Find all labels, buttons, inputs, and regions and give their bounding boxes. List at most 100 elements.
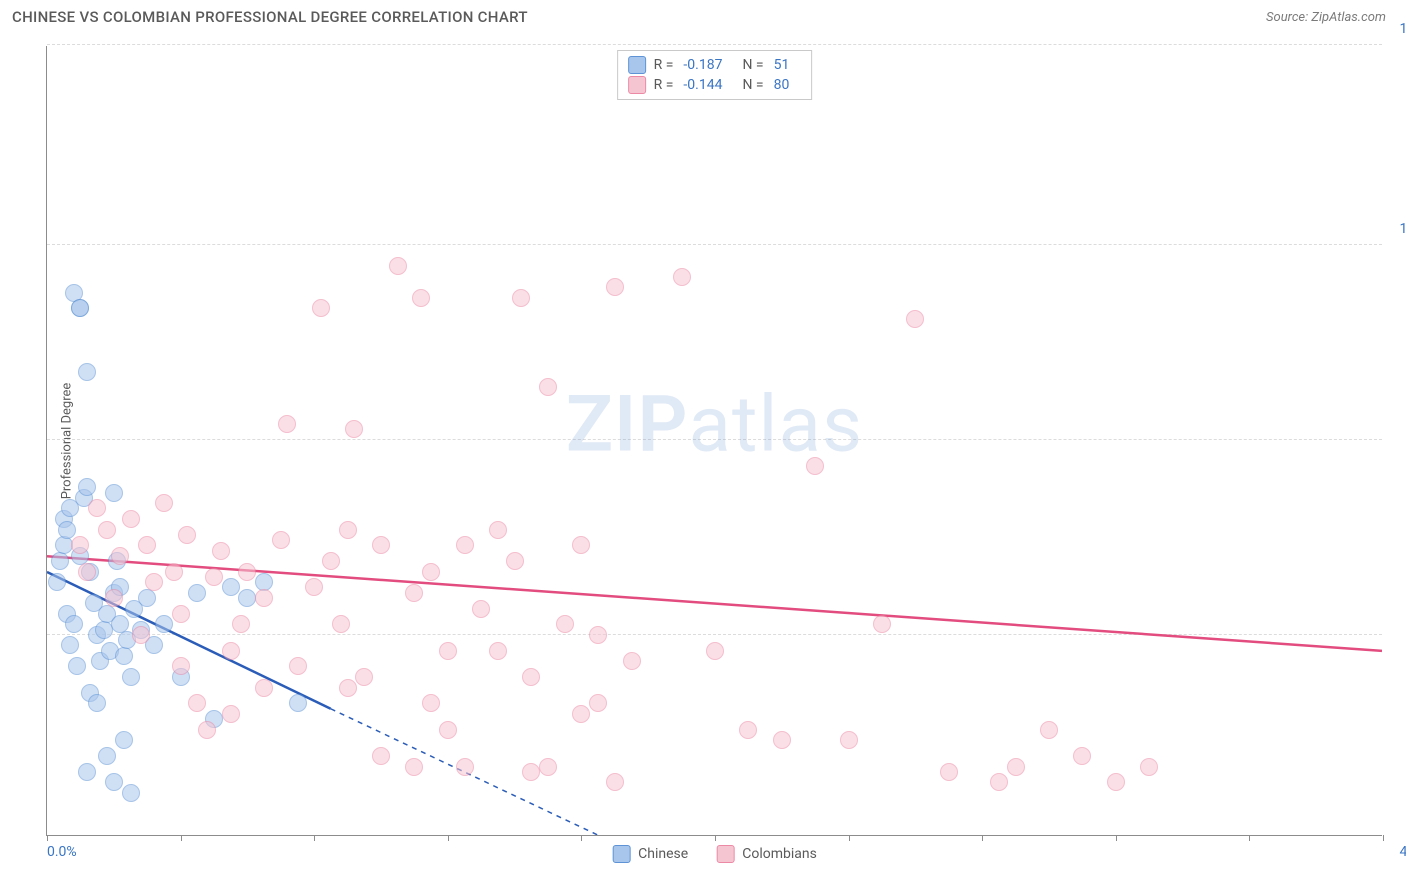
data-point xyxy=(122,668,140,686)
data-point xyxy=(222,578,240,596)
data-point xyxy=(512,289,530,307)
legend-label-colombians: Colombians xyxy=(742,846,817,862)
data-point xyxy=(422,563,440,581)
legend-row-colombians: R = -0.144 N = 80 xyxy=(628,75,802,95)
data-point xyxy=(165,563,183,581)
legend-n-label: N = xyxy=(742,57,763,73)
data-point xyxy=(71,536,89,554)
data-point xyxy=(1107,773,1125,791)
legend-item-chinese: Chinese xyxy=(612,845,688,863)
data-point xyxy=(422,694,440,712)
data-point xyxy=(172,657,190,675)
y-tick-label: 15.0% xyxy=(1399,21,1406,37)
legend-n-label: N = xyxy=(742,77,763,93)
data-point xyxy=(439,721,457,739)
data-point xyxy=(88,499,106,517)
data-point xyxy=(61,636,79,654)
data-point xyxy=(78,478,96,496)
data-point xyxy=(238,563,256,581)
data-point xyxy=(105,484,123,502)
data-point xyxy=(1007,758,1025,776)
data-point xyxy=(132,626,150,644)
series-legend: Chinese Colombians xyxy=(612,845,817,863)
data-point xyxy=(51,552,69,570)
x-tick xyxy=(1383,835,1384,841)
data-point xyxy=(806,457,824,475)
x-tick xyxy=(849,835,850,841)
data-point xyxy=(389,257,407,275)
legend-r-label: R = xyxy=(654,77,674,93)
x-axis-min-label: 0.0% xyxy=(47,844,77,860)
legend-r-label: R = xyxy=(654,57,674,73)
data-point xyxy=(98,521,116,539)
data-point xyxy=(572,705,590,723)
data-point xyxy=(278,415,296,433)
legend-r-value-colombians: -0.144 xyxy=(683,77,722,93)
data-point xyxy=(111,547,129,565)
data-point xyxy=(78,563,96,581)
data-point xyxy=(940,763,958,781)
data-point xyxy=(990,773,1008,791)
data-point xyxy=(178,526,196,544)
x-axis-max-label: 40.0% xyxy=(1399,844,1406,860)
data-point xyxy=(58,521,76,539)
x-tick xyxy=(47,835,48,841)
data-point xyxy=(489,521,507,539)
data-point xyxy=(98,747,116,765)
data-point xyxy=(155,494,173,512)
data-point xyxy=(138,589,156,607)
data-point xyxy=(539,758,557,776)
data-point xyxy=(232,615,250,633)
data-point xyxy=(539,378,557,396)
swatch-chinese xyxy=(612,845,630,863)
data-point xyxy=(105,773,123,791)
data-point xyxy=(78,763,96,781)
data-point xyxy=(238,589,256,607)
data-point xyxy=(138,536,156,554)
x-tick xyxy=(448,835,449,841)
data-point xyxy=(212,542,230,560)
data-point xyxy=(198,721,216,739)
x-tick xyxy=(1116,835,1117,841)
data-point xyxy=(623,652,641,670)
data-point xyxy=(312,299,330,317)
chart-title: CHINESE VS COLOMBIAN PROFESSIONAL DEGREE… xyxy=(12,8,528,26)
legend-row-chinese: R = -0.187 N = 51 xyxy=(628,55,802,75)
swatch-colombians xyxy=(716,845,734,863)
data-point xyxy=(673,268,691,286)
swatch-chinese xyxy=(628,56,646,74)
data-point xyxy=(472,600,490,618)
data-point xyxy=(405,584,423,602)
data-point xyxy=(1073,747,1091,765)
data-point xyxy=(589,626,607,644)
data-point xyxy=(506,552,524,570)
data-point xyxy=(145,573,163,591)
data-point xyxy=(345,420,363,438)
data-point xyxy=(840,731,858,749)
data-point xyxy=(355,668,373,686)
chart-header: CHINESE VS COLOMBIAN PROFESSIONAL DEGREE… xyxy=(0,0,1406,36)
legend-n-value-colombians: 80 xyxy=(774,77,790,93)
data-point xyxy=(556,615,574,633)
data-point xyxy=(606,773,624,791)
swatch-colombians xyxy=(628,76,646,94)
data-point xyxy=(906,310,924,328)
data-point xyxy=(255,679,273,697)
data-point xyxy=(222,705,240,723)
data-point xyxy=(105,589,123,607)
x-tick xyxy=(181,835,182,841)
data-point xyxy=(572,536,590,554)
data-point xyxy=(522,763,540,781)
legend-n-value-chinese: 51 xyxy=(774,57,790,73)
data-point xyxy=(522,668,540,686)
data-point xyxy=(1040,721,1058,739)
data-point xyxy=(188,694,206,712)
data-point xyxy=(68,657,86,675)
gridline: 7.5% xyxy=(47,439,1382,440)
data-point xyxy=(305,578,323,596)
data-point xyxy=(405,758,423,776)
trend-lines xyxy=(47,46,1382,835)
legend-r-value-chinese: -0.187 xyxy=(683,57,722,73)
legend-label-chinese: Chinese xyxy=(638,846,688,862)
data-point xyxy=(155,615,173,633)
